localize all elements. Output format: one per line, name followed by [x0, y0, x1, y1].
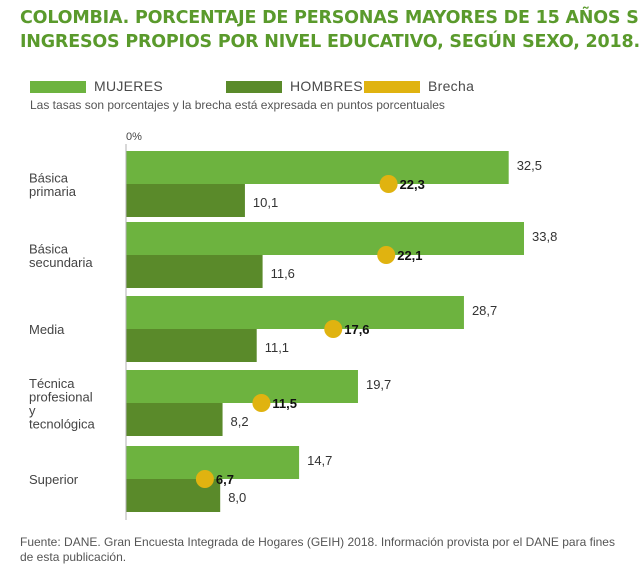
category-label-media: Media: [29, 322, 65, 337]
legend-swatch-mujeres: [30, 81, 86, 93]
value-label-brecha-tecnica: 11,5: [272, 396, 297, 411]
category-label-tecnica: Técnica profesional y tecnológica: [29, 376, 96, 432]
category-label-line: Básica: [29, 170, 69, 185]
legend-label-brecha: Brecha: [428, 78, 475, 94]
axis-zero-label: 0%: [126, 131, 142, 143]
category-label-line: Media: [29, 322, 65, 337]
value-label-mujeres-superior: 14,7: [307, 453, 332, 468]
category-label-basica: Básica secundaria: [29, 241, 93, 270]
brecha-marker-media: [324, 320, 343, 338]
source-note: Fuente: DANE. Gran Encuesta Integrada de…: [20, 535, 615, 564]
value-label-mujeres-tecnica: 19,7: [366, 377, 391, 392]
bar-hombres-basica: [126, 255, 263, 288]
category-label-line: Básica: [29, 241, 69, 256]
value-label-hombres-basica: 10,1: [253, 195, 278, 210]
value-label-brecha-superior: 6,7: [216, 472, 234, 487]
bar-mujeres-superior: [126, 446, 300, 479]
bar-hombres-tecnica: [126, 403, 223, 436]
category-label-line: tecnológica: [29, 416, 96, 431]
bar-mujeres-basica: [126, 222, 524, 255]
category-label-line: profesional: [29, 389, 93, 404]
value-label-brecha-basica: 22,3: [400, 177, 425, 192]
bar-hombres-media: [126, 329, 257, 362]
chart-subtitle: Las tasas son porcentajes y la brecha es…: [30, 98, 445, 112]
bar-mujeres-tecnica: [126, 370, 358, 403]
category-label-line: primaria: [29, 184, 77, 199]
value-label-hombres-superior: 8,0: [228, 490, 246, 505]
title-line-2: INGRESOS PROPIOS POR NIVEL EDUCATIVO, SE…: [20, 32, 639, 52]
bar-mujeres-media: [126, 296, 464, 329]
brecha-marker-basica: [377, 246, 396, 264]
value-label-mujeres-basica: 33,8: [532, 229, 557, 244]
category-label-basica: Básica primaria: [29, 170, 77, 199]
legend-swatch-hombres: [226, 81, 282, 93]
legend-swatch-brecha: [364, 81, 420, 93]
bar-hombres-basica: [126, 184, 245, 217]
legend-label-hombres: HOMBRES: [290, 78, 363, 94]
bar-mujeres-basica: [126, 151, 509, 184]
value-label-mujeres-basica: 32,5: [517, 158, 542, 173]
brecha-marker-tecnica: [252, 394, 271, 412]
brecha-marker-basica: [379, 175, 398, 193]
brecha-marker-superior: [195, 470, 214, 488]
value-label-mujeres-media: 28,7: [472, 303, 497, 318]
legend-label-mujeres: MUJERES: [94, 78, 163, 94]
category-label-line: Técnica: [29, 376, 75, 391]
value-label-brecha-basica: 22,1: [397, 248, 422, 263]
value-label-brecha-media: 17,6: [344, 322, 369, 337]
category-label-line: Superior: [29, 472, 79, 487]
title-line-1: COLOMBIA. PORCENTAJE DE PERSONAS MAYORES…: [20, 8, 639, 28]
chart-title: COLOMBIA. PORCENTAJE DE PERSONAS MAYORES…: [20, 6, 639, 54]
value-label-hombres-tecnica: 8,2: [231, 414, 249, 429]
category-label-line: secundaria: [29, 255, 93, 270]
category-label-superior: Superior: [29, 472, 79, 487]
category-label-line: y: [29, 403, 36, 418]
value-label-hombres-media: 11,1: [265, 340, 289, 355]
value-label-hombres-basica: 11,6: [271, 266, 295, 281]
